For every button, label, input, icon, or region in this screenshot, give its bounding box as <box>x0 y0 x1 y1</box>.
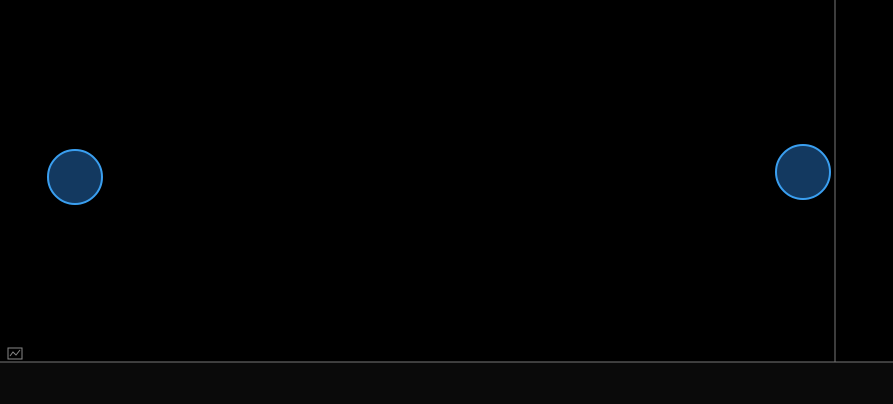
chart-icon[interactable] <box>7 347 23 360</box>
x-axis-band <box>0 362 893 404</box>
chart-icon-glyph <box>9 349 21 357</box>
highlight-circle <box>47 149 103 205</box>
highlight-circle <box>775 144 831 200</box>
